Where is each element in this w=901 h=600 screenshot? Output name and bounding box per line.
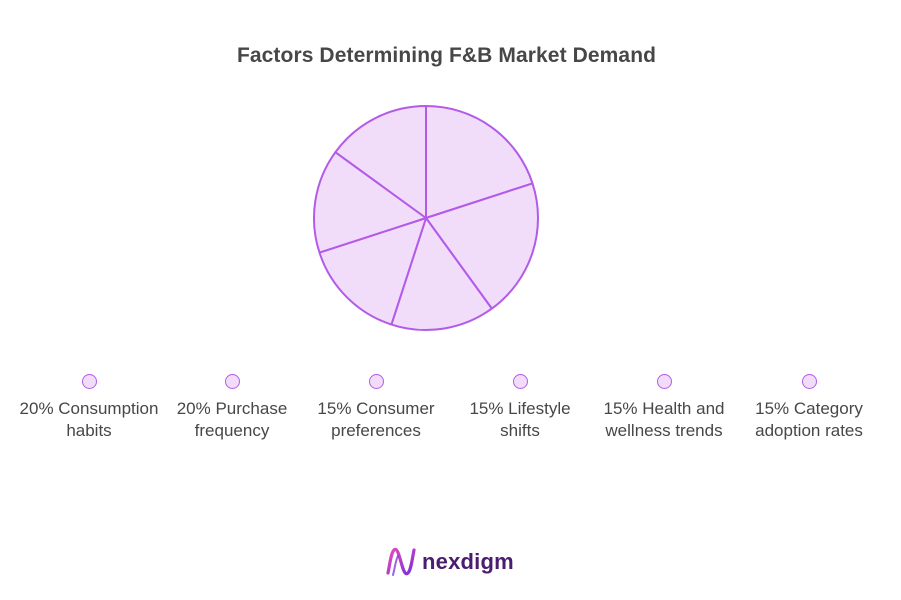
legend-item: 15% Lifestyle shifts xyxy=(450,372,590,442)
legend-item: 15% Health and wellness trends xyxy=(594,372,734,442)
legend-label: 20% Purchase frequency xyxy=(176,399,288,440)
legend-label: 15% Category adoption rates xyxy=(755,399,863,440)
legend-item: 15% Consumer preferences xyxy=(306,372,446,442)
legend-marker xyxy=(512,374,528,389)
brand-logo: nexdigm xyxy=(384,545,514,579)
legend-marker xyxy=(368,374,384,389)
nexdigm-logo-icon xyxy=(386,547,416,576)
chart-legend: 20% Consumption habits 20% Purchase freq… xyxy=(0,372,901,482)
legend-marker xyxy=(656,374,672,389)
legend-item: 15% Category adoption rates xyxy=(739,372,879,442)
legend-marker xyxy=(81,374,97,389)
legend-marker xyxy=(801,374,817,389)
legend-label: 20% Consumption habits xyxy=(19,399,159,440)
legend-label: 15% Health and wellness trends xyxy=(603,399,725,440)
pie-slice xyxy=(425,182,540,310)
pie-chart xyxy=(313,105,540,331)
pie-slice xyxy=(334,105,427,219)
pie-slice xyxy=(390,217,493,331)
logo-text: nexdigm xyxy=(422,549,514,574)
legend-item: 20% Consumption habits xyxy=(19,372,159,442)
chart-title: Factors Determining F&B Market Demand xyxy=(236,44,657,67)
pie-slice xyxy=(425,105,534,219)
legend-label: 15% Lifestyle shifts xyxy=(469,399,571,440)
legend-marker xyxy=(224,374,240,389)
legend-label: 15% Consumer preferences xyxy=(317,399,435,440)
pie-slice xyxy=(313,151,427,254)
legend-item: 20% Purchase frequency xyxy=(162,372,302,442)
